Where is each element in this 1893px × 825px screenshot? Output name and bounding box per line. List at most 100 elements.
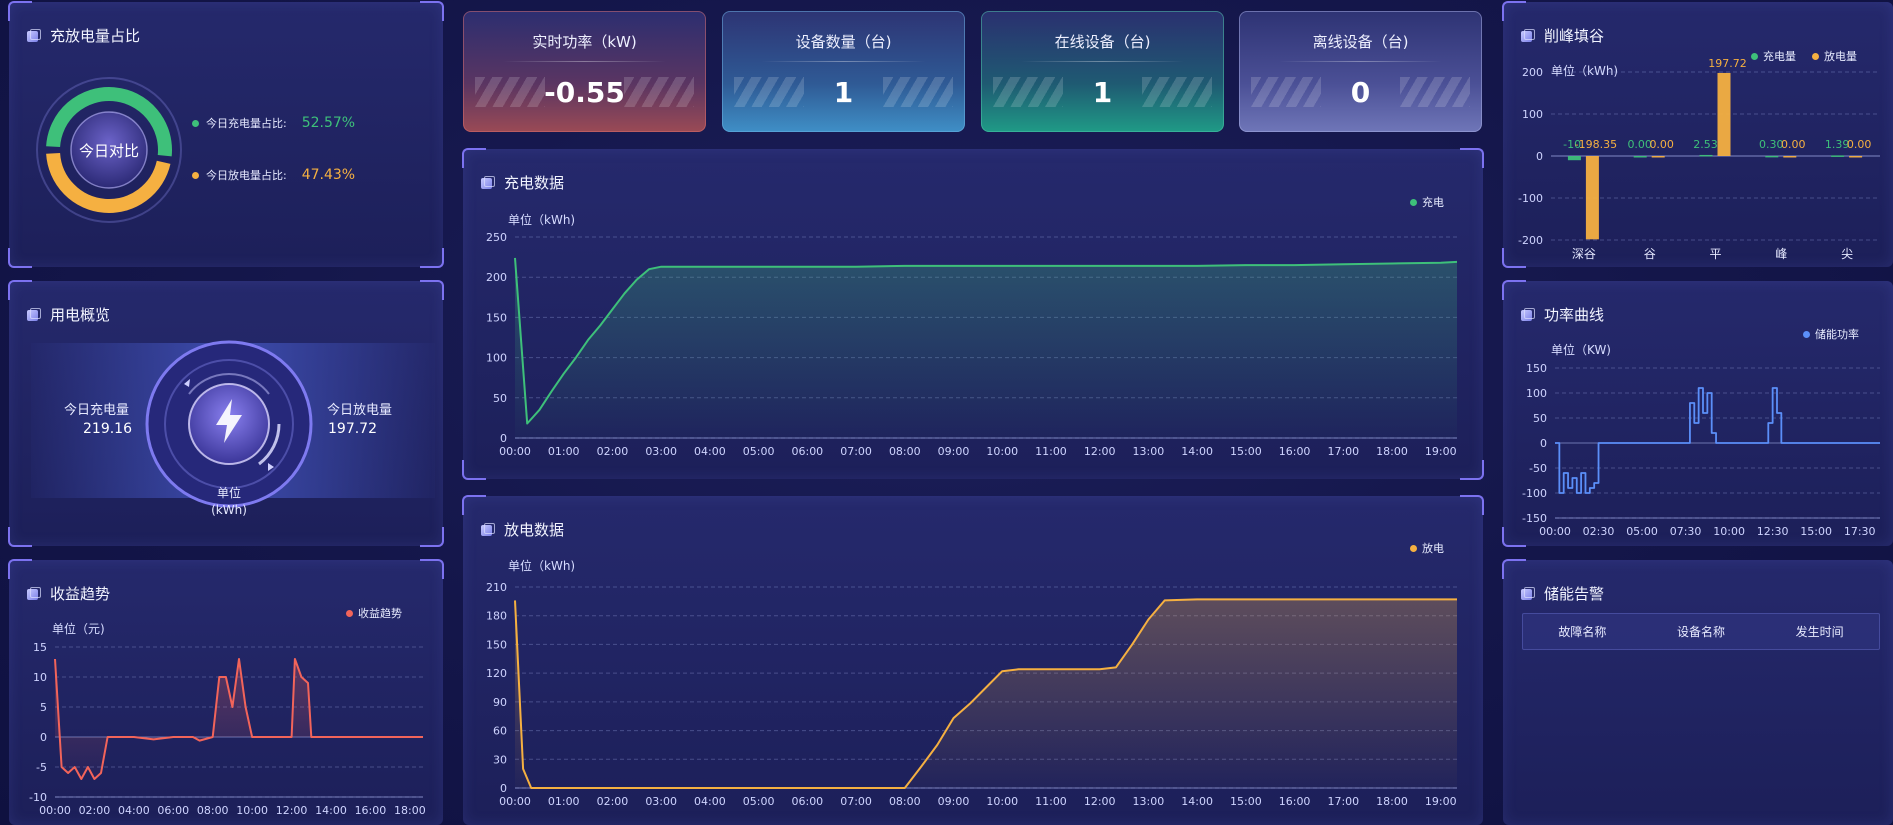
x-tick-label: 13:00 [1133,445,1165,458]
stat-value: 1 [1092,76,1113,109]
y-tick-label: 0 [1536,150,1543,163]
charge-data-panel: 充电数据 单位（kWh) 充电 0 50 100 150 200 250 00:00 01:0… [462,148,1484,480]
donut-center-label: 今日对比 [79,142,139,160]
x-tick-label: 02:00 [79,804,111,817]
y-tick-label: 50 [493,392,507,405]
divider [762,61,925,62]
bar [1585,156,1599,240]
stat-label: 设备数量（台) [795,33,892,51]
y-tick-label: 15 [33,641,47,654]
x-tick-label: 17:30 [1844,525,1876,538]
x-tick-label: 13:00 [1133,795,1165,808]
stripes-right [1142,77,1212,107]
x-tick-label: 12:30 [1757,525,1789,538]
legend-dot [1803,330,1810,338]
divider [503,61,666,62]
x-tick-label: 谷 [1644,247,1656,261]
stat-card-online: 在线设备（台) 1 [981,11,1224,132]
panel-title: 用电概览 [27,304,110,325]
stripes-left [475,77,545,107]
data-label: -10. [1563,138,1584,151]
x-tick-label: 07:00 [840,795,872,808]
x-tick-label: 08:00 [889,445,921,458]
cube-icon [1521,586,1535,601]
cube-icon [1521,307,1535,322]
discharge-ratio-value: 47.43% [301,167,356,183]
y-tick-label: 0 [1540,437,1547,450]
y-tick-label: 0 [40,731,47,744]
panel-title: 放电数据 [481,519,564,540]
x-tick-label: 18:00 [1376,795,1408,808]
x-tick-label: 14:00 [1181,795,1213,808]
bar [1699,154,1713,157]
charge-chart: 0 50 100 150 200 250 00:00 01:00 02:00 03:00 04:00… [486,231,1458,458]
alarm-table-header: 故障名称 设备名称 发生时间 [1522,613,1880,650]
stat-value: 1 [833,76,854,109]
x-tick-label: 深谷 [1572,247,1596,261]
y-tick-label: -100 [1522,487,1547,500]
y-tick-label: 60 [493,725,507,738]
stripes-left [1251,77,1321,107]
charge-unit: 单位（kWh) [508,213,576,227]
power-chart: -150 -100 -50 0 50 100 150 00:00 02:30 05:00 07:30… [1522,362,1880,538]
y-tick-label: 10 [33,671,47,684]
charge-ratio-value: 52.57% [301,115,356,131]
x-tick-label: 尖 [1841,247,1853,261]
charge-legend: 充电 [1410,194,1444,210]
y-tick-label: 150 [486,638,507,651]
bar [1765,155,1779,158]
y-tick-label: 0 [500,782,507,795]
y-tick-label: -100 [1518,192,1543,205]
cube-icon [27,586,41,601]
discharge-chart: 0 30 60 90 120 150 180 210 00:00 01:00 02:00 03:00 0… [486,581,1457,808]
peak-legend-charge: 充电量 [1751,48,1796,64]
panel-title: 功率曲线 [1521,304,1604,325]
series-area [515,599,1457,788]
cube-icon [1521,28,1535,43]
panel-title: 充电数据 [481,172,564,193]
x-tick-label: 04:00 [694,795,726,808]
column-header: 故障名称 [1558,625,1607,639]
bar [1651,156,1665,158]
x-tick-label: 02:00 [597,445,629,458]
x-tick-label: 05:00 [743,795,775,808]
y-tick-label: 50 [1533,412,1547,425]
series-area [55,659,423,779]
stat-card-power: 实时功率（kW) -0.55 [463,11,706,132]
x-tick-label: 00:00 [1539,525,1571,538]
income-chart: -10 -5 0 5 10 15 00:00 02:00 04:00 06:00 08:00 10:0… [29,641,426,817]
x-tick-label: 06:00 [157,804,189,817]
peak-unit: 单位（kWh) [1551,64,1619,78]
cube-icon [481,175,495,190]
discharge-today-label: 今日放电量 [327,403,393,418]
stripes-left [734,77,804,107]
x-tick-label: 10:00 [986,795,1018,808]
discharge-ratio-label: 今日放电量占比: [206,169,287,182]
power-unit: 单位（KW) [1551,343,1611,357]
panel-title: 充放电量占比 [27,25,140,46]
x-tick-label: 06:00 [791,795,823,808]
x-tick-label: 01:00 [548,795,580,808]
data-label: 197.72 [1708,57,1747,70]
x-tick-label: 09:00 [938,445,970,458]
discharge-ratio-row: 今日放电量占比: 47.43% [192,167,355,183]
overview-unit: 单位 (kWh) [211,486,247,517]
x-tick-label: 00:00 [499,795,531,808]
x-tick-label: 14:00 [315,804,347,817]
y-tick-label: 100 [486,352,507,365]
series-line [514,598,1457,789]
panel-title: 储能告警 [1521,583,1604,604]
x-tick-label: 10:00 [1713,525,1745,538]
x-tick-label: 05:00 [743,445,775,458]
ratio-donut: 今日对比 [36,77,182,223]
data-label: 1.39 [1825,138,1850,151]
charge-ratio-label: 今日充电量占比: [206,117,287,130]
x-tick-label: 14:00 [1181,445,1213,458]
x-tick-label: 02:00 [597,795,629,808]
cube-icon [27,307,41,322]
power-curve-panel: 功率曲线 单位（KW) 储能功率 -150 -100 -50 0 50 100 150 00:… [1502,280,1893,547]
data-label: 0.00 [1627,138,1652,151]
series-line [54,658,423,780]
x-tick-label: 05:00 [1626,525,1658,538]
y-tick-label: 30 [493,753,507,766]
